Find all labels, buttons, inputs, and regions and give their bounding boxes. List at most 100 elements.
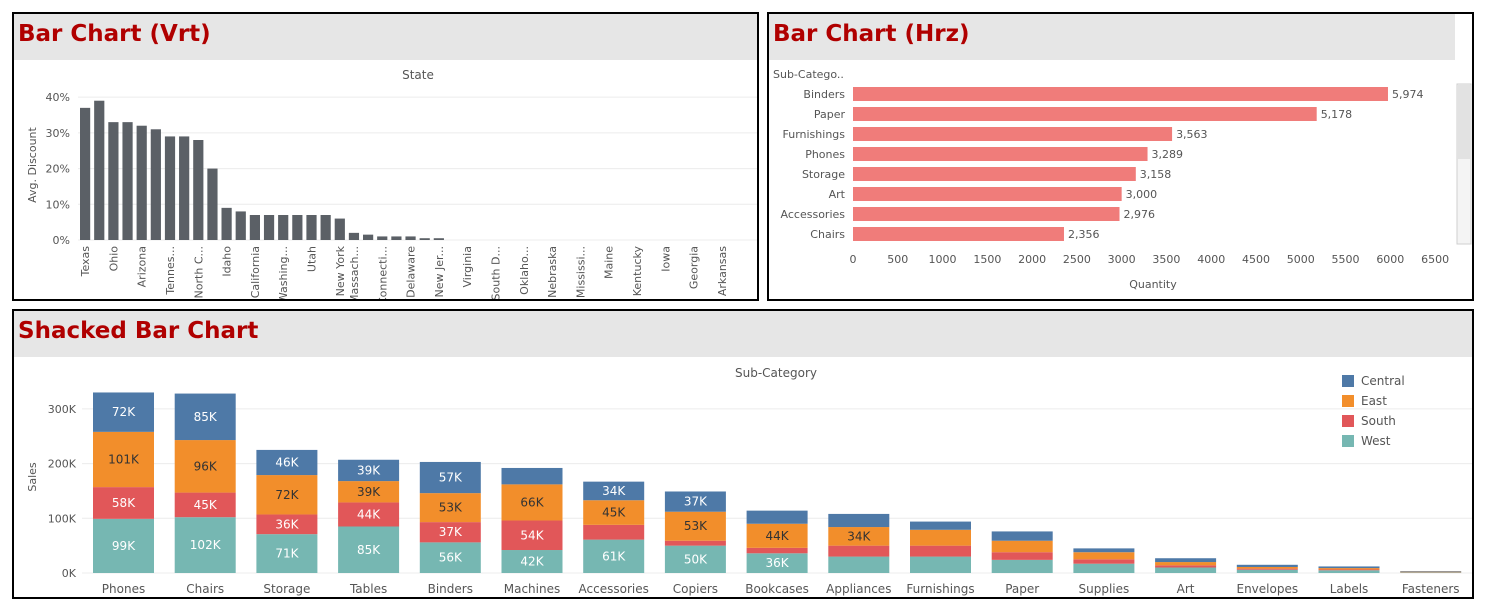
vertical-y-tick-label: 40% <box>46 91 70 104</box>
stacked-bar-segment <box>664 511 726 541</box>
stacked-x-tick-label: Labels <box>1330 582 1369 596</box>
horizontal-x-tick-label: 3000 <box>1108 253 1136 266</box>
stacked-bar-segment <box>991 531 1053 541</box>
vertical-bar <box>306 215 317 240</box>
horizontal-data-label: 5,178 <box>1321 108 1353 121</box>
stacked-x-tick-label: Copiers <box>673 582 718 596</box>
horizontal-category-label: Furnishings <box>783 128 846 141</box>
stacked-bar-chart: Sub-Category Sales 0K 100K 200K 300K 99K 58K 101… <box>26 366 1472 596</box>
stacked-bar-segment <box>1155 562 1217 566</box>
vertical-x-tick-label: Georgia <box>688 246 701 289</box>
stacked-bar-segment <box>746 523 808 548</box>
stacked-x-tick-label: Appliances <box>826 582 891 596</box>
vertical-bar-chart: State Avg. Discount 0% 10% 20% 30% 40% Texas Ohi… <box>26 68 757 301</box>
vertical-bar <box>348 232 360 240</box>
vertical-x-tick-label: Iowa <box>659 246 672 272</box>
stacked-data-label: 101K <box>108 452 140 466</box>
vertical-y-tick-label: 0% <box>53 234 70 247</box>
horizontal-x-tick-label: 2000 <box>1018 253 1046 266</box>
stacked-data-label: 57K <box>439 471 463 485</box>
stacked-data-label: 66K <box>520 495 544 509</box>
stacked-legend-label: West <box>1361 434 1391 448</box>
stacked-data-label: 42K <box>520 555 544 569</box>
stacked-bar-segment <box>256 514 318 535</box>
vertical-bar <box>433 238 444 240</box>
vertical-x-tick-label: Texas <box>79 246 92 278</box>
stacked-bar-segment <box>991 559 1053 573</box>
stacked-data-label: 45K <box>194 498 218 512</box>
stacked-bar-segment <box>1073 563 1135 573</box>
horizontal-x-tick-label: 4000 <box>1197 253 1225 266</box>
vertical-x-tick-label: Massach... <box>348 246 361 301</box>
stacked-bar-segment <box>338 459 400 482</box>
horizontal-bar <box>853 207 1120 221</box>
horizontal-x-tick-label: 1000 <box>929 253 957 266</box>
stacked-bar-segment <box>256 475 318 515</box>
horizontal-panel-title: Bar Chart (Hrz) <box>773 21 970 47</box>
vertical-x-tick-label: Virginia <box>461 246 474 287</box>
stacked-bar-segment <box>93 431 154 488</box>
stacked-bar-segment <box>828 556 890 573</box>
stacked-bar-segment <box>910 545 971 557</box>
horizontal-bar <box>853 107 1317 121</box>
stacked-legend-label: South <box>1361 414 1396 428</box>
stacked-data-label: 58K <box>112 496 136 510</box>
vertical-bar <box>278 215 289 240</box>
vertical-x-tick-label: Connecti... <box>376 246 389 301</box>
vertical-x-tick-label: South D... <box>489 246 502 300</box>
stacked-bar-segment <box>583 500 645 525</box>
horizontal-data-label: 5,974 <box>1392 88 1424 101</box>
stacked-bar-segment <box>501 550 563 573</box>
stacked-bar-segment <box>419 522 481 543</box>
stacked-data-label: 72K <box>112 405 136 419</box>
stacked-bar-segment <box>910 521 971 530</box>
horizontal-category-label: Accessories <box>781 208 846 221</box>
vertical-bar <box>136 125 147 240</box>
stacked-bar-segment <box>256 449 318 476</box>
stacked-data-label: 72K <box>275 488 299 502</box>
stacked-bar-segment <box>1318 569 1380 571</box>
stacked-data-label: 53K <box>439 501 463 515</box>
vertical-bar <box>108 122 119 240</box>
stacked-bar-segment <box>1155 558 1217 563</box>
stacked-data-label: 39K <box>357 485 381 499</box>
horizontal-data-label: 2,976 <box>1124 208 1156 221</box>
stacked-data-label: 56K <box>439 551 463 565</box>
stacked-data-label: 99K <box>112 539 136 553</box>
stacked-bar-segment <box>583 539 645 573</box>
stacked-data-label: 54K <box>520 528 544 542</box>
horizontal-x-tick-label: 500 <box>887 253 908 266</box>
stacked-x-tick-label: Phones <box>102 582 145 596</box>
stacked-bar-segment <box>338 481 400 503</box>
vertical-bar <box>193 140 204 240</box>
stacked-bar-segment <box>501 467 563 485</box>
vertical-bar <box>150 129 161 240</box>
stacked-bar-segment <box>1236 568 1298 570</box>
stacked-x-tick-label: Art <box>1177 582 1195 596</box>
vertical-bar <box>164 136 176 240</box>
vertical-x-tick-label: Maine <box>603 246 616 279</box>
vertical-bar <box>320 215 331 240</box>
horizontal-x-axis-label: Quantity <box>1129 278 1177 291</box>
stacked-data-label: 46K <box>275 455 299 469</box>
horizontal-category-label: Paper <box>814 108 846 121</box>
horizontal-category-label: Phones <box>805 148 845 161</box>
stacked-x-tick-label: Bookcases <box>745 582 809 596</box>
stacked-bar-segment <box>174 440 236 493</box>
vertical-x-tick-label: Tennes... <box>164 246 177 296</box>
stacked-bar-segment <box>1236 564 1298 567</box>
stacked-y-axis-label: Sales <box>26 462 39 492</box>
stacked-x-tick-label: Binders <box>428 582 473 596</box>
vertical-bar <box>263 215 275 240</box>
horizontal-data-label: 3,000 <box>1126 188 1158 201</box>
stacked-data-label: 34K <box>847 529 871 543</box>
stacked-bar-segment <box>174 393 236 441</box>
vertical-x-tick-label: California <box>249 246 262 298</box>
stacked-bar-segment <box>910 529 971 546</box>
stacked-x-tick-label: Paper <box>1005 582 1039 596</box>
horizontal-bar <box>853 127 1173 141</box>
stacked-bar-segment <box>338 526 400 573</box>
stacked-bar-segment <box>1400 571 1462 572</box>
stacked-bar-segment <box>419 493 481 523</box>
vertical-bar <box>391 236 402 240</box>
